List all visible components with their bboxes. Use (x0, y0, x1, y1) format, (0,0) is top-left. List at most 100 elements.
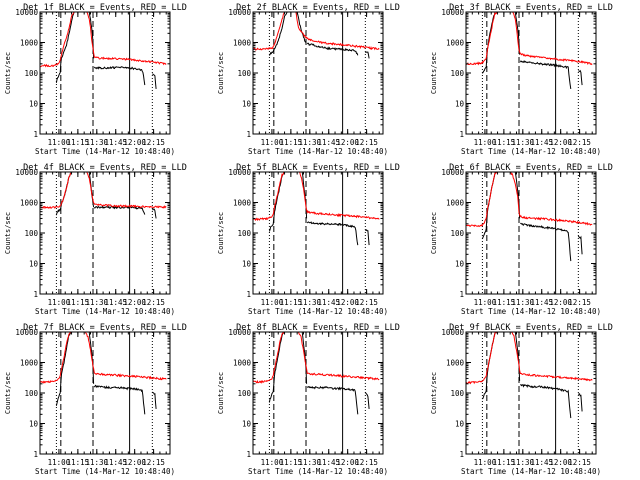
x-tick-label: 12:00 (549, 298, 572, 307)
x-tick-label: 12:15 (355, 298, 378, 307)
y-tick-label: 100 (237, 389, 251, 398)
x-tick-label: 12:15 (355, 138, 378, 147)
x-tick-label: 11:45 (530, 298, 553, 307)
y-axis-title: Counts/sec (217, 212, 225, 254)
series-line-events (481, 12, 521, 74)
detector-panel-7: Det 7f BLACK = Events, RED = LLD 1 10 100 10… (4, 323, 187, 476)
series-line-events (93, 205, 146, 215)
series-line-lld (253, 332, 380, 384)
x-tick-label: 11:30 (86, 458, 109, 467)
panel-title: Det 2f BLACK = Events, RED = LLD (236, 3, 400, 13)
series-events (268, 172, 370, 246)
series-line-events (364, 392, 370, 409)
series-lld (40, 12, 167, 68)
x-tick-label: 12:00 (336, 298, 359, 307)
x-tick-label: 12:15 (355, 458, 378, 467)
series-events (268, 12, 370, 59)
series-lld (253, 12, 380, 51)
series-line-events (152, 73, 157, 89)
x-tick-label: 12:15 (568, 298, 591, 307)
series-lld (40, 172, 167, 210)
y-tick-label: 100 (450, 229, 464, 238)
y-tick-label: 10000 (228, 8, 251, 17)
detector-panel-5: Det 5f BLACK = Events, RED = LLD 1 10 100 10… (217, 163, 400, 316)
x-tick-label: 11:30 (512, 138, 535, 147)
y-tick-label: 100 (24, 229, 38, 238)
y-tick-label: 10 (29, 260, 39, 269)
y-axis-title: Counts/sec (4, 212, 12, 254)
y-tick-label: 10 (242, 260, 252, 269)
series-line-events (306, 221, 359, 246)
plot-frame (39, 331, 171, 455)
x-tick-label: 11:00 (474, 458, 497, 467)
y-axis-title: Counts/sec (217, 372, 225, 414)
series-events (481, 172, 583, 262)
y-axis-title: Counts/sec (430, 212, 438, 254)
x-tick-label: 11:45 (530, 138, 553, 147)
series-events (55, 172, 157, 219)
y-tick-label: 100 (450, 389, 464, 398)
y-tick-label: 10 (29, 420, 39, 429)
y-tick-label: 100 (24, 389, 38, 398)
x-tick-label: 12:15 (568, 138, 591, 147)
series-lld (466, 12, 593, 66)
x-tick-label: 11:00 (48, 138, 71, 147)
y-axis-title: Counts/sec (217, 52, 225, 94)
x-tick-label: 11:00 (48, 458, 71, 467)
y-tick-label: 100 (450, 69, 464, 78)
y-tick-label: 1000 (233, 359, 252, 368)
series-line-events (151, 208, 157, 219)
x-tick-label: 12:00 (123, 298, 146, 307)
x-tick-label: 11:30 (512, 458, 535, 467)
detector-panel-9: Det 9f BLACK = Events, RED = LLD 1 10 100 10… (430, 323, 613, 476)
x-tick-label: 11:15 (67, 138, 90, 147)
x-tick-label: 11:45 (317, 138, 340, 147)
y-tick-label: 10 (29, 100, 39, 109)
detector-panel-4: Det 4f BLACK = Events, RED = LLD 1 10 100 10… (4, 163, 187, 316)
y-tick-label: 1 (459, 290, 464, 299)
x-tick-label: 11:00 (261, 458, 284, 467)
series-line-events (268, 332, 308, 403)
series-line-events (93, 384, 146, 415)
y-axis-title: Counts/sec (4, 372, 12, 414)
series-line-events (55, 332, 95, 406)
series-events (268, 332, 370, 415)
x-tick-label: 12:00 (123, 138, 146, 147)
x-axis-title: Start Time (14-Mar-12 10:48:40) (461, 307, 601, 316)
series-line-events (577, 393, 583, 412)
series-lld (40, 332, 167, 384)
x-tick-label: 11:00 (474, 138, 497, 147)
panel-title: Det 5f BLACK = Events, RED = LLD (236, 163, 400, 173)
y-tick-label: 1 (459, 450, 464, 459)
detector-panel-8: Det 8f BLACK = Events, RED = LLD 1 10 100 10… (217, 323, 400, 476)
y-tick-label: 10000 (15, 168, 38, 177)
x-tick-label: 11:30 (512, 298, 535, 307)
x-axis-title: Start Time (14-Mar-12 10:48:40) (35, 467, 175, 476)
panel-title: Det 1f BLACK = Events, RED = LLD (23, 3, 187, 13)
series-line-events (365, 51, 370, 59)
x-tick-label: 11:45 (530, 458, 553, 467)
y-tick-label: 1 (33, 450, 38, 459)
series-line-lld (40, 332, 167, 384)
series-line-lld (40, 172, 167, 210)
x-axis-title: Start Time (14-Mar-12 10:48:40) (35, 147, 175, 156)
x-tick-label: 11:00 (474, 298, 497, 307)
series-lld (466, 332, 593, 385)
series-line-lld (466, 332, 593, 385)
series-line-events (151, 391, 157, 409)
detector-panel-3: Det 3f BLACK = Events, RED = LLD 1 10 100 10… (430, 3, 613, 156)
series-events (481, 12, 583, 89)
x-tick-label: 11:00 (261, 138, 284, 147)
y-tick-label: 1000 (20, 39, 39, 48)
x-tick-label: 12:00 (123, 458, 146, 467)
y-tick-label: 1 (246, 450, 251, 459)
x-tick-label: 11:45 (104, 298, 127, 307)
y-axis-title: Counts/sec (430, 372, 438, 414)
y-tick-label: 100 (24, 69, 38, 78)
x-tick-label: 11:30 (299, 298, 322, 307)
x-axis-title: Start Time (14-Mar-12 10:48:40) (248, 467, 388, 476)
y-tick-label: 10000 (441, 8, 464, 17)
series-events (55, 12, 157, 89)
y-tick-label: 1 (459, 130, 464, 139)
